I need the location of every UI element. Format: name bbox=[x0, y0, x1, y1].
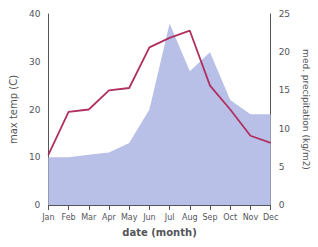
svg-text:15: 15 bbox=[279, 85, 290, 95]
svg-text:Apr: Apr bbox=[102, 213, 117, 222]
svg-text:Feb: Feb bbox=[61, 213, 75, 222]
svg-text:Mar: Mar bbox=[81, 213, 97, 222]
svg-text:Sep: Sep bbox=[202, 213, 217, 222]
svg-text:max temp (C): max temp (C) bbox=[8, 75, 19, 144]
svg-text:5: 5 bbox=[279, 162, 285, 172]
svg-text:20: 20 bbox=[29, 105, 41, 115]
svg-text:40: 40 bbox=[29, 9, 41, 19]
svg-text:Oct: Oct bbox=[223, 213, 237, 222]
svg-text:Dec: Dec bbox=[263, 213, 278, 222]
svg-text:0: 0 bbox=[279, 200, 285, 210]
svg-text:Jan: Jan bbox=[41, 213, 54, 222]
svg-text:20: 20 bbox=[279, 47, 291, 57]
svg-text:25: 25 bbox=[279, 9, 290, 19]
svg-text:Jun: Jun bbox=[142, 213, 156, 222]
svg-text:med. precipitation (kg/m2): med. precipitation (kg/m2) bbox=[301, 49, 311, 170]
svg-text:Nov: Nov bbox=[243, 213, 259, 222]
svg-text:10: 10 bbox=[29, 152, 41, 162]
svg-text:30: 30 bbox=[29, 57, 41, 67]
svg-text:Jul: Jul bbox=[164, 213, 175, 222]
svg-text:date (month): date (month) bbox=[122, 227, 196, 238]
svg-text:10: 10 bbox=[279, 124, 291, 134]
svg-text:Aug: Aug bbox=[182, 213, 198, 222]
svg-text:0: 0 bbox=[35, 200, 41, 210]
svg-text:May: May bbox=[121, 213, 138, 222]
